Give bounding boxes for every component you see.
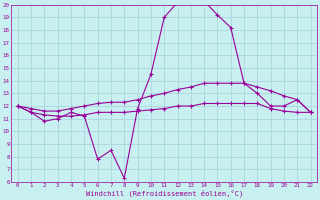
X-axis label: Windchill (Refroidissement éolien,°C): Windchill (Refroidissement éolien,°C) — [85, 190, 243, 197]
